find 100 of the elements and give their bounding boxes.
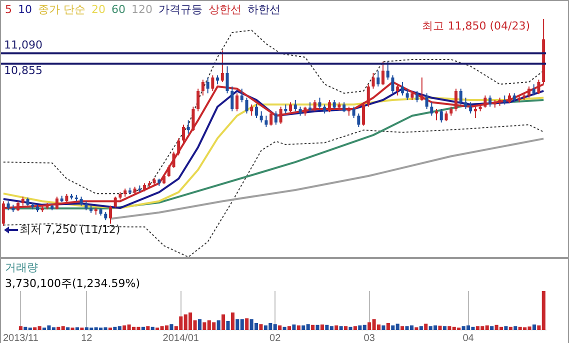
bar [146, 326, 150, 330]
bar [400, 326, 404, 330]
candlestick [236, 92, 239, 112]
candlestick [484, 94, 487, 108]
bar [282, 326, 286, 330]
text: 120 [132, 3, 152, 16]
annotation: 최저 7,250 (11/12) [19, 222, 120, 236]
bar [414, 327, 418, 330]
candlestick [435, 108, 438, 121]
text: 종가 단순 [38, 3, 86, 16]
bar [150, 326, 154, 330]
text: 하한선 [248, 3, 280, 16]
bar [259, 324, 263, 330]
bar [504, 326, 508, 330]
bar [296, 325, 300, 330]
candlestick [279, 106, 282, 124]
bar [222, 314, 226, 330]
candlestick [289, 102, 292, 113]
bar [198, 319, 202, 330]
bar [334, 325, 338, 330]
ref-line-label: 10,855 [4, 64, 42, 78]
candlestick [196, 88, 200, 112]
candlestick [508, 92, 512, 104]
candlestick [250, 104, 254, 116]
candlestick [352, 106, 356, 118]
bar [499, 326, 504, 330]
chart-subtitle: 3,730,100주(1,234.59%) [4, 277, 142, 291]
bar [66, 327, 70, 330]
x-tick-label: 04 [462, 332, 474, 343]
candlestick [454, 88, 458, 112]
bar [514, 326, 518, 330]
bar [245, 318, 249, 330]
candlestick [464, 97, 468, 110]
candlestick [440, 108, 443, 123]
candlestick [245, 97, 248, 114]
bar [438, 326, 442, 330]
candlestick [391, 74, 394, 94]
candlestick [230, 86, 234, 112]
candlestick [186, 120, 190, 134]
candlestick [172, 151, 176, 168]
candlestick [201, 79, 204, 96]
candlestick [270, 110, 273, 126]
candlestick [357, 112, 360, 128]
x-tick-label: 02 [270, 332, 282, 343]
candlestick [254, 104, 258, 118]
bar [292, 324, 296, 330]
bar [311, 324, 315, 330]
candlestick [294, 99, 297, 112]
candlestick [386, 61, 390, 80]
bar [170, 324, 174, 330]
bar [141, 326, 145, 330]
bar [216, 320, 220, 330]
bar [320, 324, 324, 330]
candlestick [240, 88, 244, 103]
text: 5 [5, 3, 12, 16]
candlestick [396, 84, 400, 96]
candlestick [260, 110, 263, 123]
bar [230, 312, 234, 330]
bar [316, 324, 320, 330]
candlestick [182, 124, 185, 144]
bar [254, 322, 258, 330]
candlestick [342, 102, 346, 113]
bar [410, 325, 414, 330]
ref-line-label: 11,090 [4, 38, 42, 52]
bar [353, 326, 357, 330]
bar [278, 325, 282, 330]
bar [339, 326, 343, 330]
x-tick-label: 2013/11 [3, 332, 39, 343]
candlestick [430, 102, 434, 116]
bar [75, 327, 80, 330]
candlestick [527, 86, 530, 98]
candlestick [313, 99, 316, 112]
x-tick-label: 03 [364, 332, 376, 343]
candlestick [366, 84, 370, 108]
bar [386, 322, 390, 330]
chart-title: 거래량 [5, 261, 38, 274]
candlestick [406, 88, 409, 100]
bar [490, 326, 494, 330]
bar [532, 324, 536, 330]
candlestick [532, 84, 536, 96]
candlestick [162, 174, 166, 185]
candlestick [328, 99, 331, 113]
bar [442, 326, 446, 330]
candlestick [192, 106, 195, 132]
candlestick [372, 72, 375, 90]
bar [348, 326, 352, 330]
candlestick [459, 88, 462, 105]
bar [164, 325, 169, 330]
candlestick [469, 102, 472, 114]
candlestick [177, 138, 180, 156]
candlestick [318, 97, 322, 110]
x-tick-label: 12 [81, 332, 93, 343]
text: 가격규등 [158, 3, 202, 16]
candlestick [167, 164, 170, 178]
text: 60 [112, 3, 126, 16]
candlestick [400, 81, 404, 96]
candlestick [444, 110, 448, 122]
x-tick-label: 2014/01 [162, 332, 200, 343]
candlestick [264, 115, 268, 128]
bar [18, 326, 22, 330]
